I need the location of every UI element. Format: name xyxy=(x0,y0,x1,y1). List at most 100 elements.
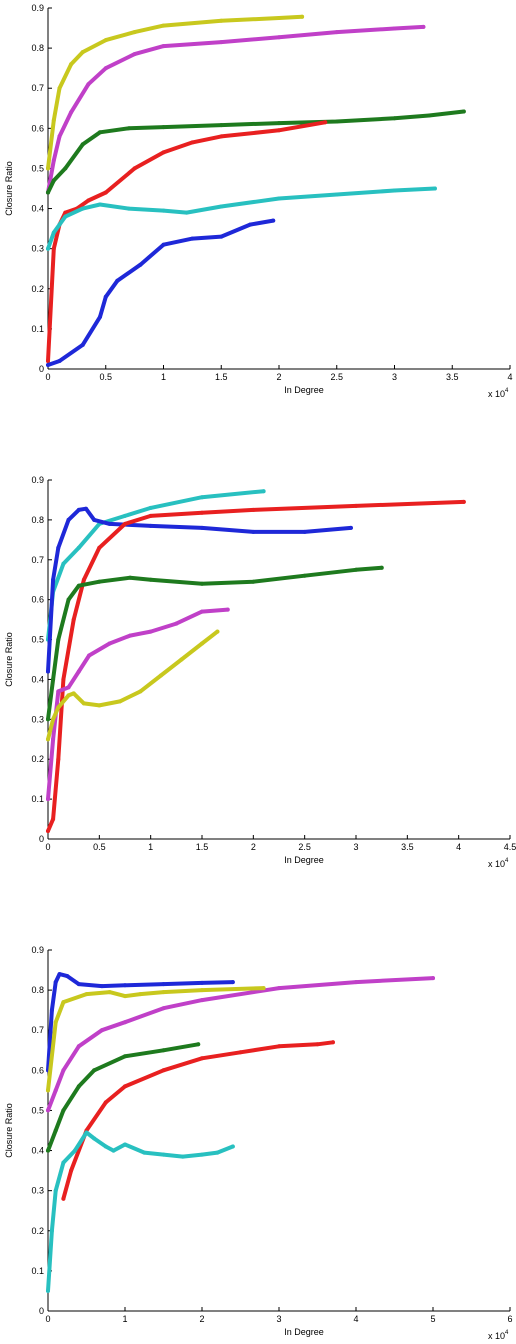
x-tick-label: 6 xyxy=(507,1314,512,1324)
series-line-3 xyxy=(46,986,266,1093)
series-point xyxy=(57,134,62,139)
series-point xyxy=(180,1154,185,1159)
series-point xyxy=(432,186,437,191)
series-point xyxy=(161,23,166,28)
series-point xyxy=(302,529,307,534)
series-point xyxy=(46,1148,50,1153)
y-axis-label: Closure Ratio xyxy=(4,1103,14,1158)
series-point xyxy=(179,657,184,662)
series-point xyxy=(107,521,112,526)
series-point xyxy=(76,545,81,550)
series-point xyxy=(161,1048,166,1053)
series-point xyxy=(128,633,133,638)
series-point xyxy=(277,121,281,126)
series-point xyxy=(225,607,230,612)
series-point xyxy=(161,1068,166,1073)
series-point xyxy=(46,669,50,674)
series-point xyxy=(66,517,71,522)
series-point xyxy=(86,82,91,87)
x-tick-label: 1 xyxy=(122,1314,127,1324)
series-point xyxy=(200,510,204,515)
x-tick-label: 5 xyxy=(430,1314,435,1324)
series-point xyxy=(148,577,153,582)
series-point xyxy=(132,52,137,57)
series-point xyxy=(53,1188,58,1193)
y-tick-label: 0.1 xyxy=(31,324,44,334)
series-point xyxy=(161,982,166,987)
series-point xyxy=(277,1044,281,1049)
y-tick-label: 0.9 xyxy=(31,3,44,13)
series-point xyxy=(76,982,81,987)
series-point xyxy=(46,363,50,367)
series-point xyxy=(132,166,137,171)
series-point xyxy=(46,1288,50,1293)
series-point xyxy=(69,110,74,115)
series-point xyxy=(103,38,108,43)
x-tick-label: 1 xyxy=(161,372,166,382)
series-point xyxy=(61,1160,66,1165)
series-line-6 xyxy=(46,629,220,742)
series-point xyxy=(348,525,353,530)
series-point xyxy=(200,641,204,646)
series-point xyxy=(126,126,131,131)
series-point xyxy=(128,575,133,580)
series-point xyxy=(51,737,56,742)
series-point xyxy=(132,30,137,35)
series-point xyxy=(107,990,112,995)
y-tick-label: 0.6 xyxy=(31,595,44,605)
series-point xyxy=(117,699,122,704)
series-point xyxy=(57,86,62,91)
series-point xyxy=(142,1150,147,1155)
series-line-3 xyxy=(46,109,466,195)
series-point xyxy=(69,1168,74,1173)
y-axis-label: Closure Ratio xyxy=(4,161,14,216)
series-point xyxy=(219,204,224,209)
series-point xyxy=(63,166,68,171)
chart-panel-2: 0 0.5 1 1.5 2 2.5 3 3.5 4 4.5 0 0.1 0.2 0.3 0.4 0.5 0.6 0… xyxy=(4,475,516,869)
series-point xyxy=(63,210,68,215)
series-point xyxy=(196,1042,201,1047)
x-exponent-label: x 104 xyxy=(488,1330,509,1341)
series-point xyxy=(56,705,61,710)
series-point xyxy=(81,577,86,582)
x-tick-label: 3.5 xyxy=(446,372,459,382)
series-point xyxy=(184,210,189,215)
series-point xyxy=(392,26,397,31)
series-point xyxy=(65,974,70,979)
series-point xyxy=(354,503,358,508)
series-point xyxy=(51,178,56,183)
series-point xyxy=(431,976,435,981)
series-point xyxy=(302,573,307,578)
series-point xyxy=(80,50,85,55)
series-point xyxy=(219,18,224,23)
series-point xyxy=(219,234,224,239)
y-tick-label: 0.2 xyxy=(31,754,44,764)
series-point xyxy=(103,190,108,195)
series-point xyxy=(200,988,204,993)
x-axis-label: In Degree xyxy=(284,385,324,395)
series-point xyxy=(92,1136,97,1141)
series-point xyxy=(148,523,153,528)
series-point xyxy=(51,817,56,822)
series-point xyxy=(53,1128,58,1133)
y-tick-label: 0 xyxy=(39,364,44,374)
series-point xyxy=(56,545,61,550)
series-point xyxy=(53,1020,58,1025)
series-point xyxy=(251,507,256,512)
series-point xyxy=(392,188,397,193)
x-tick-label: 3 xyxy=(276,1314,281,1324)
series-point xyxy=(230,1144,235,1149)
series-point xyxy=(46,1088,50,1093)
series-point xyxy=(46,737,50,742)
series-point xyxy=(103,294,108,299)
x-exponent-power: 4 xyxy=(505,858,509,864)
series-point xyxy=(87,653,92,658)
series-line-6 xyxy=(46,218,276,367)
series-point xyxy=(461,109,466,114)
series-point xyxy=(71,691,76,696)
series-point xyxy=(98,130,102,135)
x-tick-label: 3 xyxy=(392,372,397,382)
series-point xyxy=(49,1008,54,1013)
y-tick-label: 0.7 xyxy=(31,83,44,93)
y-tick-label: 0.5 xyxy=(31,163,44,173)
